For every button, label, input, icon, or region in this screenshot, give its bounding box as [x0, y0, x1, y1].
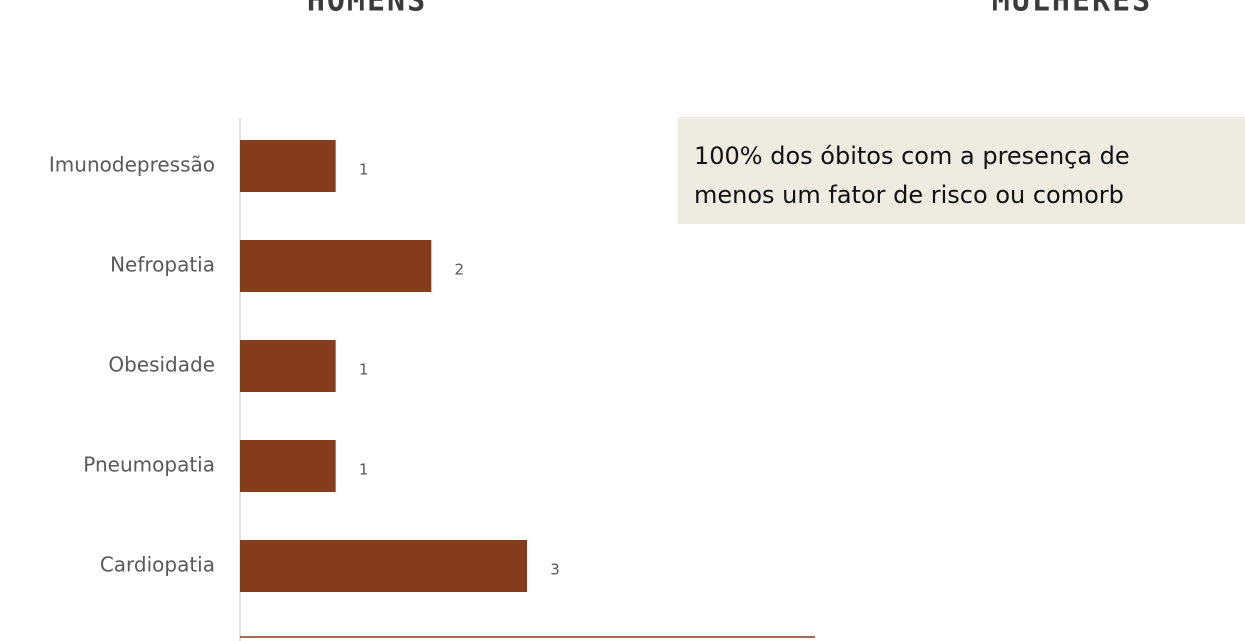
bar — [240, 140, 336, 192]
note-line: menos um fator de risco ou comorb — [694, 181, 1124, 209]
category-label: Nefropatia — [110, 253, 215, 277]
category-label: Obesidade — [108, 353, 215, 377]
value-label: 1 — [359, 361, 369, 379]
value-label: 1 — [359, 161, 369, 179]
note-line: 100% dos óbitos com a presença de — [694, 142, 1130, 170]
bar — [240, 440, 336, 492]
value-label: 1 — [359, 461, 369, 479]
value-label: 2 — [455, 261, 465, 279]
category-label: Pneumopatia — [83, 453, 215, 477]
value-label: 3 — [550, 561, 560, 579]
category-label: Imunodepressão — [49, 153, 215, 177]
category-label: Cardiopatia — [100, 553, 215, 577]
header-women: MULHERES — [992, 0, 1153, 19]
bar — [240, 240, 432, 292]
note-box — [678, 117, 1245, 224]
bar — [240, 340, 336, 392]
header-men: HOMENS — [307, 0, 427, 19]
bar — [240, 540, 527, 592]
